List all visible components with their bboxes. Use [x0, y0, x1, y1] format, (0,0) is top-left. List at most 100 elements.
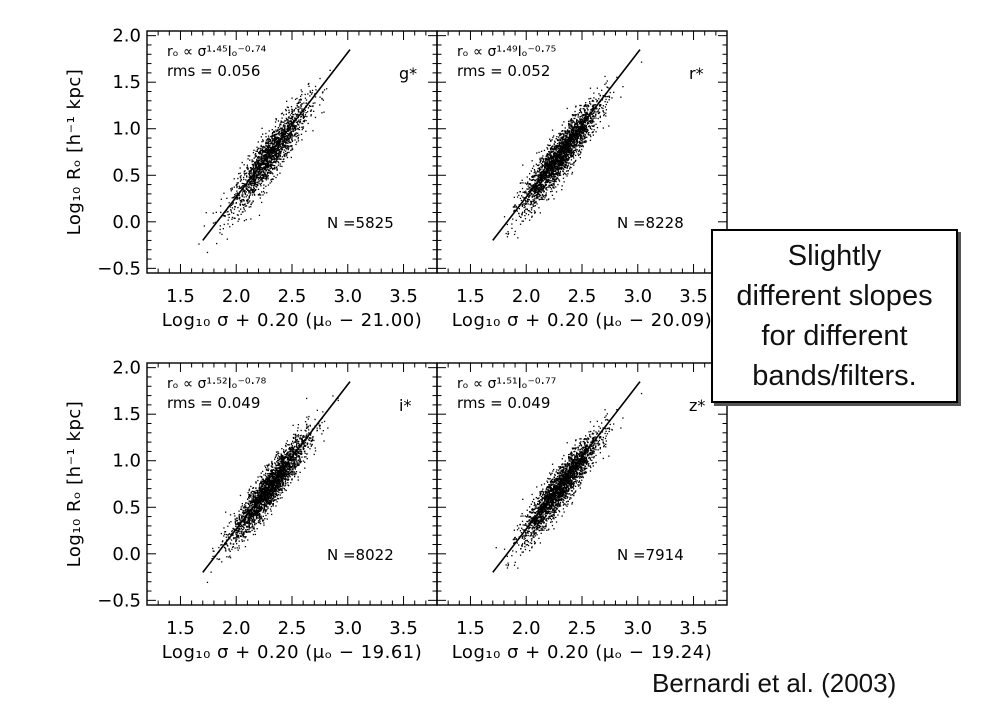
data-point [272, 132, 274, 134]
data-point [286, 147, 289, 149]
data-point [547, 155, 549, 158]
data-point [289, 141, 291, 143]
data-point [259, 179, 262, 181]
data-point [239, 199, 241, 202]
data-point [309, 105, 311, 107]
data-point [574, 114, 577, 116]
data-point [253, 191, 255, 193]
data-point [288, 151, 290, 153]
data-point [540, 194, 542, 196]
data-point [249, 181, 251, 183]
data-point [580, 132, 582, 134]
data-point [294, 133, 296, 135]
data-point [553, 198, 555, 200]
data-point [273, 135, 275, 137]
data-point [559, 138, 562, 140]
data-point [583, 138, 586, 140]
data-point [265, 141, 267, 143]
data-point [233, 186, 235, 188]
data-point [564, 127, 566, 129]
data-point [286, 139, 288, 141]
data-point [588, 131, 590, 134]
data-point [248, 494, 250, 497]
data-point [261, 167, 263, 169]
data-point [257, 167, 259, 169]
data-point [555, 138, 557, 140]
data-point [569, 135, 571, 137]
data-point [580, 139, 582, 141]
data-point [572, 142, 574, 144]
data-point [539, 174, 541, 176]
data-point [269, 145, 271, 147]
data-point [537, 193, 539, 195]
data-point [300, 89, 302, 91]
data-point [537, 188, 539, 191]
data-point [544, 197, 546, 199]
data-point [270, 473, 272, 475]
data-point [561, 158, 563, 161]
data-point [291, 451, 293, 453]
data-point [580, 104, 582, 107]
data-point [533, 165, 535, 167]
data-point [583, 105, 586, 107]
data-point [253, 170, 256, 172]
data-point [589, 117, 591, 120]
data-point [258, 151, 260, 154]
data-point [219, 225, 221, 227]
data-point [260, 174, 262, 176]
data-point [603, 113, 605, 116]
data-point [308, 104, 311, 107]
data-point [585, 112, 587, 114]
data-point [249, 190, 251, 193]
data-point [568, 138, 570, 140]
data-point [602, 95, 604, 97]
data-point [243, 190, 245, 192]
data-point [548, 172, 550, 174]
data-point [280, 135, 282, 137]
data-point [230, 209, 232, 211]
data-point [568, 120, 570, 122]
y-tick-label: 0.0 [112, 212, 141, 233]
data-point [272, 173, 274, 175]
data-point [536, 185, 538, 187]
data-point [555, 147, 557, 149]
data-point [286, 455, 288, 457]
data-point [299, 461, 301, 463]
data-point [308, 85, 310, 87]
data-point [257, 517, 260, 519]
data-point [245, 188, 248, 190]
data-point [227, 211, 229, 213]
data-point [261, 480, 264, 483]
data-point [243, 512, 245, 514]
x-tick-label: 1.5 [456, 286, 485, 307]
data-point [581, 131, 583, 133]
data-point [246, 172, 248, 174]
data-point [593, 97, 595, 99]
data-point [292, 126, 294, 128]
data-point [518, 213, 520, 215]
data-point [541, 179, 543, 182]
data-point [557, 165, 560, 167]
data-point [278, 134, 280, 136]
data-point [567, 170, 569, 172]
y-tick-label: 2.0 [112, 26, 141, 47]
data-point [309, 95, 311, 97]
data-point [555, 162, 558, 164]
data-point [563, 145, 565, 148]
data-point [555, 154, 557, 156]
data-point [531, 160, 533, 162]
data-point [255, 155, 257, 157]
data-point [281, 138, 283, 140]
data-point [589, 122, 592, 124]
data-point [524, 192, 526, 194]
data-point [571, 173, 573, 175]
data-point [551, 177, 554, 180]
data-point [232, 196, 235, 198]
data-point [575, 134, 578, 136]
data-point [555, 152, 557, 154]
data-point [259, 158, 261, 160]
data-point [277, 155, 279, 157]
data-point [278, 146, 280, 148]
data-point [536, 191, 538, 193]
data-point [267, 142, 269, 144]
